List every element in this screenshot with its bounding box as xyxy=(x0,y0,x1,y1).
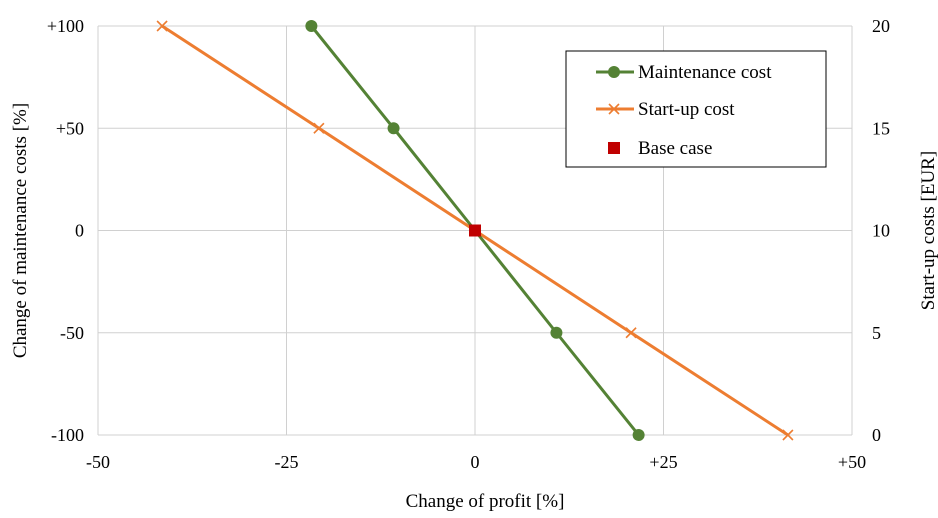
data-point-maintenance-cost xyxy=(387,122,400,135)
data-point-start-up-cost xyxy=(625,327,637,339)
y-right-tick-label: 10 xyxy=(872,221,890,241)
x-tick-label: 0 xyxy=(471,452,480,472)
y-left-tick-label: +100 xyxy=(47,16,84,36)
legend-item-start-up-cost: Start-up cost xyxy=(596,99,735,120)
legend-swatch-marker xyxy=(608,142,620,154)
y-right-tick-label: 0 xyxy=(872,425,881,445)
data-point-start-up-cost xyxy=(782,429,794,441)
x-marker-stroke xyxy=(156,20,168,32)
y-right-tick-label: 20 xyxy=(872,16,890,36)
y-axis-right-title: Start-up costs [EUR] xyxy=(918,151,938,310)
series-layer xyxy=(156,20,794,441)
x-axis-title: Change of profit [%] xyxy=(406,491,565,512)
x-marker-stroke xyxy=(782,429,794,441)
data-point-base-case xyxy=(469,224,481,237)
x-marker-stroke xyxy=(625,327,637,339)
x-tick-label: +50 xyxy=(838,452,866,472)
y-left-tick-label: -50 xyxy=(60,323,84,343)
legend-swatch-marker xyxy=(608,103,620,115)
x-tick-label: +25 xyxy=(649,452,677,472)
x-tick-label: -25 xyxy=(275,452,299,472)
x-marker-stroke xyxy=(313,122,325,134)
data-point-start-up-cost xyxy=(313,122,325,134)
legend-label: Maintenance cost xyxy=(638,62,772,83)
y-right-tick-label: 5 xyxy=(872,323,881,343)
y-left-tick-label: 0 xyxy=(75,221,84,241)
x-marker-stroke xyxy=(608,103,620,115)
data-point-maintenance-cost xyxy=(305,20,318,32)
y-left-tick-label: -100 xyxy=(51,425,84,445)
y-right-tick-label: 15 xyxy=(872,118,890,138)
y-left-tick-label: +50 xyxy=(56,118,84,138)
data-point-maintenance-cost xyxy=(632,429,645,441)
legend: Maintenance cost Start-up cost Base case xyxy=(565,50,827,168)
legend-label: Start-up cost xyxy=(638,99,735,120)
data-point-maintenance-cost xyxy=(550,326,563,339)
legend-item-base-case: Base case xyxy=(608,138,712,159)
series-base-case xyxy=(469,224,481,237)
legend-swatch-marker xyxy=(608,66,620,78)
data-point-start-up-cost xyxy=(156,20,168,32)
legend-item-maintenance-cost: Maintenance cost xyxy=(596,62,772,83)
grid xyxy=(97,25,853,436)
y-axis-left-title: Change of maintenance costs [%] xyxy=(10,103,31,358)
legend-label: Base case xyxy=(638,138,712,159)
x-tick-label: -50 xyxy=(86,452,110,472)
